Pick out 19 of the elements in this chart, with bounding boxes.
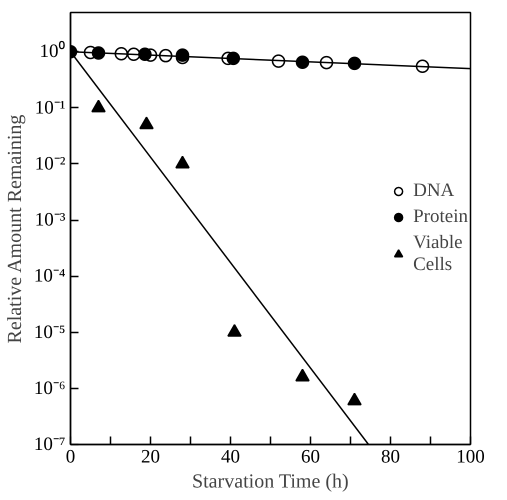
y-tick-label: 10⁻⁴: [34, 266, 66, 287]
y-tick-label: 10⁻⁵: [34, 322, 66, 343]
x-tick-label: 20: [141, 446, 160, 468]
x-axis-title: Starvation Time (h): [192, 470, 349, 492]
y-tick-label: 10⁰: [40, 40, 66, 62]
y-tick-label: 10⁻⁶: [34, 378, 66, 399]
legend-label: Protein: [413, 206, 468, 228]
y-axis-title: Relative Amount Remaining: [4, 114, 26, 344]
y-tick-label: 10⁻⁷: [34, 434, 66, 455]
x-tick-label: 0: [66, 446, 76, 468]
legend-label: Viable Cells: [413, 232, 463, 276]
x-tick-label: 80: [381, 446, 400, 468]
x-tick-label: 40: [221, 446, 240, 468]
y-tick-label: 10⁻¹: [34, 97, 66, 118]
legend-label: DNA: [413, 180, 454, 202]
y-tick-label: 10⁻²: [34, 153, 66, 174]
x-tick-label: 100: [456, 446, 485, 468]
y-tick-label: 10⁻³: [34, 210, 66, 231]
x-tick-label: 60: [301, 446, 320, 468]
